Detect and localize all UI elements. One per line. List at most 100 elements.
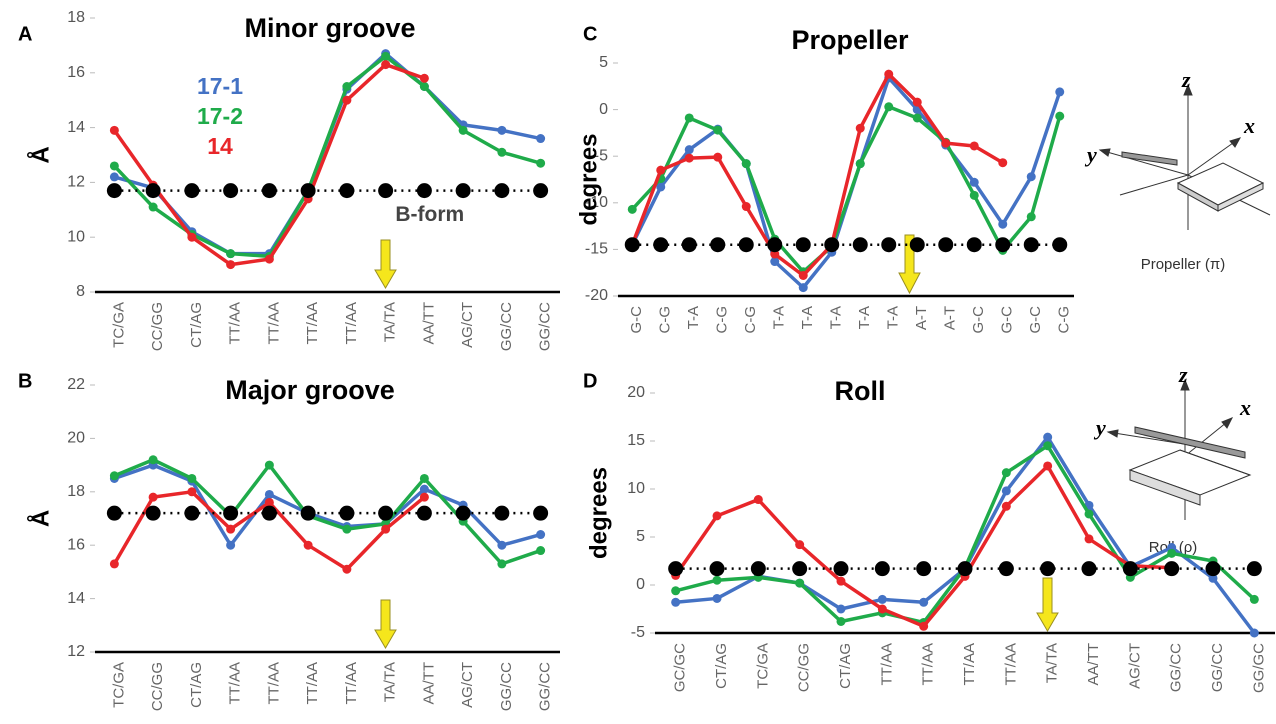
y-tick-label: 15 — [627, 432, 645, 449]
x-tick-label: A-T — [913, 306, 930, 330]
axis-label: x — [1243, 113, 1255, 138]
point — [381, 60, 391, 70]
legend-label: 17-2 — [197, 103, 243, 129]
point — [264, 254, 274, 264]
x-tick-label: T-A — [685, 306, 702, 329]
chart-title: Roll — [835, 376, 886, 406]
point — [497, 559, 507, 569]
x-tick-label: T-A — [799, 306, 816, 329]
axis-label: z — [1181, 67, 1191, 92]
reference-point — [455, 183, 471, 199]
x-tick-label: A-T — [942, 306, 959, 330]
x-tick-label: G-C — [1027, 306, 1044, 334]
point — [627, 204, 637, 214]
point — [998, 219, 1008, 229]
point — [836, 576, 846, 586]
x-tick-label: TT/AA — [227, 302, 244, 345]
x-tick-label: TT/AA — [265, 302, 282, 345]
point — [656, 165, 666, 175]
point — [458, 125, 468, 135]
reference-point — [106, 183, 122, 199]
point — [109, 161, 119, 171]
y-tick-label: 14 — [67, 119, 85, 136]
point — [226, 260, 236, 270]
y-tick-label: -5 — [631, 624, 645, 641]
x-tick-label: GG/CC — [1168, 643, 1185, 692]
point — [671, 597, 681, 607]
point — [497, 125, 507, 135]
x-tick-label: T-A — [771, 306, 788, 329]
point — [419, 484, 429, 494]
reference-point — [998, 561, 1014, 577]
point — [419, 473, 429, 483]
x-tick-label: G-C — [970, 306, 987, 334]
point — [798, 270, 808, 280]
reference-point — [494, 183, 510, 199]
x-tick-label: TA/TA — [382, 662, 399, 702]
reference-point — [710, 237, 726, 253]
point — [969, 141, 979, 151]
point — [836, 616, 846, 626]
reference-point — [145, 505, 161, 521]
point — [884, 102, 894, 112]
y-tick-label: 0 — [599, 101, 608, 118]
reference-point — [300, 183, 316, 199]
point — [877, 594, 887, 604]
reference-point — [416, 505, 432, 521]
x-tick-label: CC/GG — [149, 302, 166, 351]
point — [148, 492, 158, 502]
x-tick-label: TT/AA — [878, 643, 895, 686]
x-tick-label: C-G — [742, 306, 759, 334]
x-tick-label: CT/AG — [188, 302, 205, 348]
point — [1043, 432, 1053, 442]
point — [1043, 441, 1053, 451]
reference-point — [1040, 561, 1056, 577]
reference-point — [681, 237, 697, 253]
point — [941, 138, 951, 148]
y-axis-label: Å — [26, 510, 54, 527]
reference-point — [184, 505, 200, 521]
x-tick-label: GG/CC — [498, 662, 515, 711]
reference-point — [1246, 561, 1262, 577]
roll-diagram — [1106, 378, 1252, 520]
y-tick-label: 18 — [67, 483, 85, 500]
reference-point — [339, 183, 355, 199]
point — [1043, 461, 1053, 471]
x-tick-label: GG/CC — [537, 302, 554, 351]
reference-point — [106, 505, 122, 521]
point — [264, 497, 274, 507]
point — [1001, 486, 1011, 496]
x-tick-label: TC/GA — [110, 662, 127, 708]
point — [684, 153, 694, 163]
point — [884, 69, 894, 79]
reference-point — [339, 505, 355, 521]
reference-point — [966, 237, 982, 253]
point — [303, 540, 313, 550]
reference-point — [653, 237, 669, 253]
x-tick-label: AG/CT — [1126, 643, 1143, 689]
reference-point — [300, 505, 316, 521]
point — [836, 604, 846, 614]
series-line — [630, 72, 1004, 278]
x-tick-label: T-A — [885, 306, 902, 329]
x-tick-label: TT/AA — [343, 662, 360, 705]
point — [753, 495, 763, 505]
x-tick-label: T-A — [856, 306, 873, 329]
y-tick-label: 20 — [627, 384, 645, 401]
point — [187, 473, 197, 483]
point — [877, 604, 887, 614]
reference-point — [1122, 561, 1138, 577]
diagram-caption: Propeller (π) — [1141, 256, 1226, 273]
reference-point — [833, 561, 849, 577]
point — [381, 524, 391, 534]
point — [342, 564, 352, 574]
point — [684, 145, 694, 155]
reference-point — [1052, 237, 1068, 253]
point — [536, 546, 546, 556]
arrow — [1036, 577, 1059, 632]
point — [1084, 534, 1094, 544]
x-tick-label: CT/AG — [188, 662, 205, 708]
x-tick-label: GG/GC — [1250, 643, 1267, 693]
point — [919, 597, 929, 607]
